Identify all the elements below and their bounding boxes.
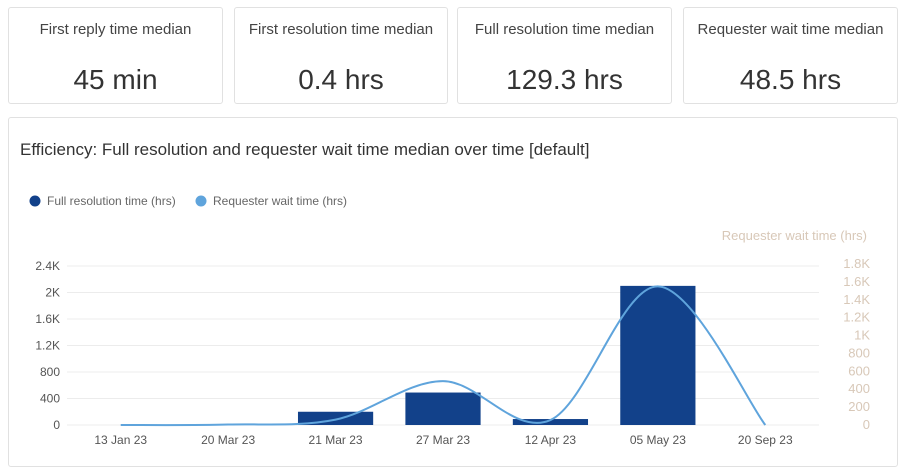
legend-dot-requester-wait bbox=[195, 195, 207, 207]
chart-title: Efficiency: Full resolution and requeste… bbox=[20, 140, 590, 159]
legend-label-full-resolution: Full resolution time (hrs) bbox=[47, 194, 176, 208]
legend-label-requester-wait: Requester wait time (hrs) bbox=[213, 194, 347, 208]
x-tick-label: 27 Mar 23 bbox=[416, 433, 470, 447]
kpi-card-full-resolution: Full resolution time median 129.3 hrs bbox=[457, 7, 672, 104]
x-tick-label: 21 Mar 23 bbox=[309, 433, 363, 447]
kpi-value: 48.5 hrs bbox=[739, 64, 842, 95]
x-tick-label: 05 May 23 bbox=[630, 433, 686, 447]
kpi-value: 129.3 hrs bbox=[506, 64, 623, 95]
y-tick-label-right: 1.2K bbox=[843, 310, 870, 325]
bar bbox=[620, 285, 696, 425]
x-tick-label: 12 Apr 23 bbox=[525, 433, 577, 447]
legend-dot-full-resolution bbox=[29, 195, 41, 207]
bar bbox=[405, 392, 481, 425]
y-tick-label-left: 0 bbox=[53, 418, 60, 432]
bar bbox=[512, 419, 589, 425]
y-tick-label-right: 200 bbox=[848, 399, 870, 414]
x-tick-label: 20 Sep 23 bbox=[738, 433, 793, 447]
kpi-card-first-resolution: First resolution time median 0.4 hrs bbox=[234, 7, 448, 104]
kpi-label: Requester wait time median bbox=[697, 21, 884, 38]
y-tick-label-right: 1.6K bbox=[843, 274, 870, 289]
y-tick-label-right: 600 bbox=[848, 363, 870, 378]
y-tick-label-left: 1.6K bbox=[35, 312, 60, 326]
y-tick-label-right: 1.4K bbox=[843, 292, 870, 307]
kpi-card-first-reply: First reply time median 45 min bbox=[8, 7, 223, 104]
y-axis-title-right: Requester wait time (hrs) bbox=[722, 228, 867, 243]
kpi-label: First resolution time median bbox=[248, 21, 434, 38]
x-tick-label: 13 Jan 23 bbox=[94, 433, 147, 447]
y-tick-label-left: 1.2K bbox=[35, 339, 60, 353]
y-tick-label-right: 800 bbox=[848, 345, 870, 360]
y-tick-label-right: 0 bbox=[863, 417, 870, 432]
kpi-value: 45 min bbox=[73, 64, 158, 95]
y-tick-label-right: 1.8K bbox=[843, 256, 870, 271]
combo-chart: 0 400 800 1.2K 1.6K 2K 2.4K 0 200 400 600 800 1K 1.2K… bbox=[29, 194, 870, 447]
line-series-requester-wait bbox=[120, 285, 767, 427]
y-tick-label-right: 400 bbox=[848, 381, 870, 396]
kpi-label: First reply time median bbox=[39, 21, 192, 38]
kpi-label: Full resolution time median bbox=[474, 21, 655, 38]
kpi-value: 0.4 hrs bbox=[298, 64, 384, 95]
x-tick-label: 20 Mar 23 bbox=[201, 433, 255, 447]
y-tick-label-left: 2.4K bbox=[35, 259, 60, 273]
y-tick-label-right: 1K bbox=[854, 328, 870, 343]
y-tick-label-left: 400 bbox=[40, 392, 60, 406]
y-tick-label-left: 800 bbox=[40, 365, 60, 379]
efficiency-chart-panel: Efficiency: Full resolution and requeste… bbox=[8, 117, 898, 467]
kpi-card-requester-wait: Requester wait time median 48.5 hrs bbox=[683, 7, 898, 104]
y-tick-label-left: 2K bbox=[45, 286, 60, 300]
